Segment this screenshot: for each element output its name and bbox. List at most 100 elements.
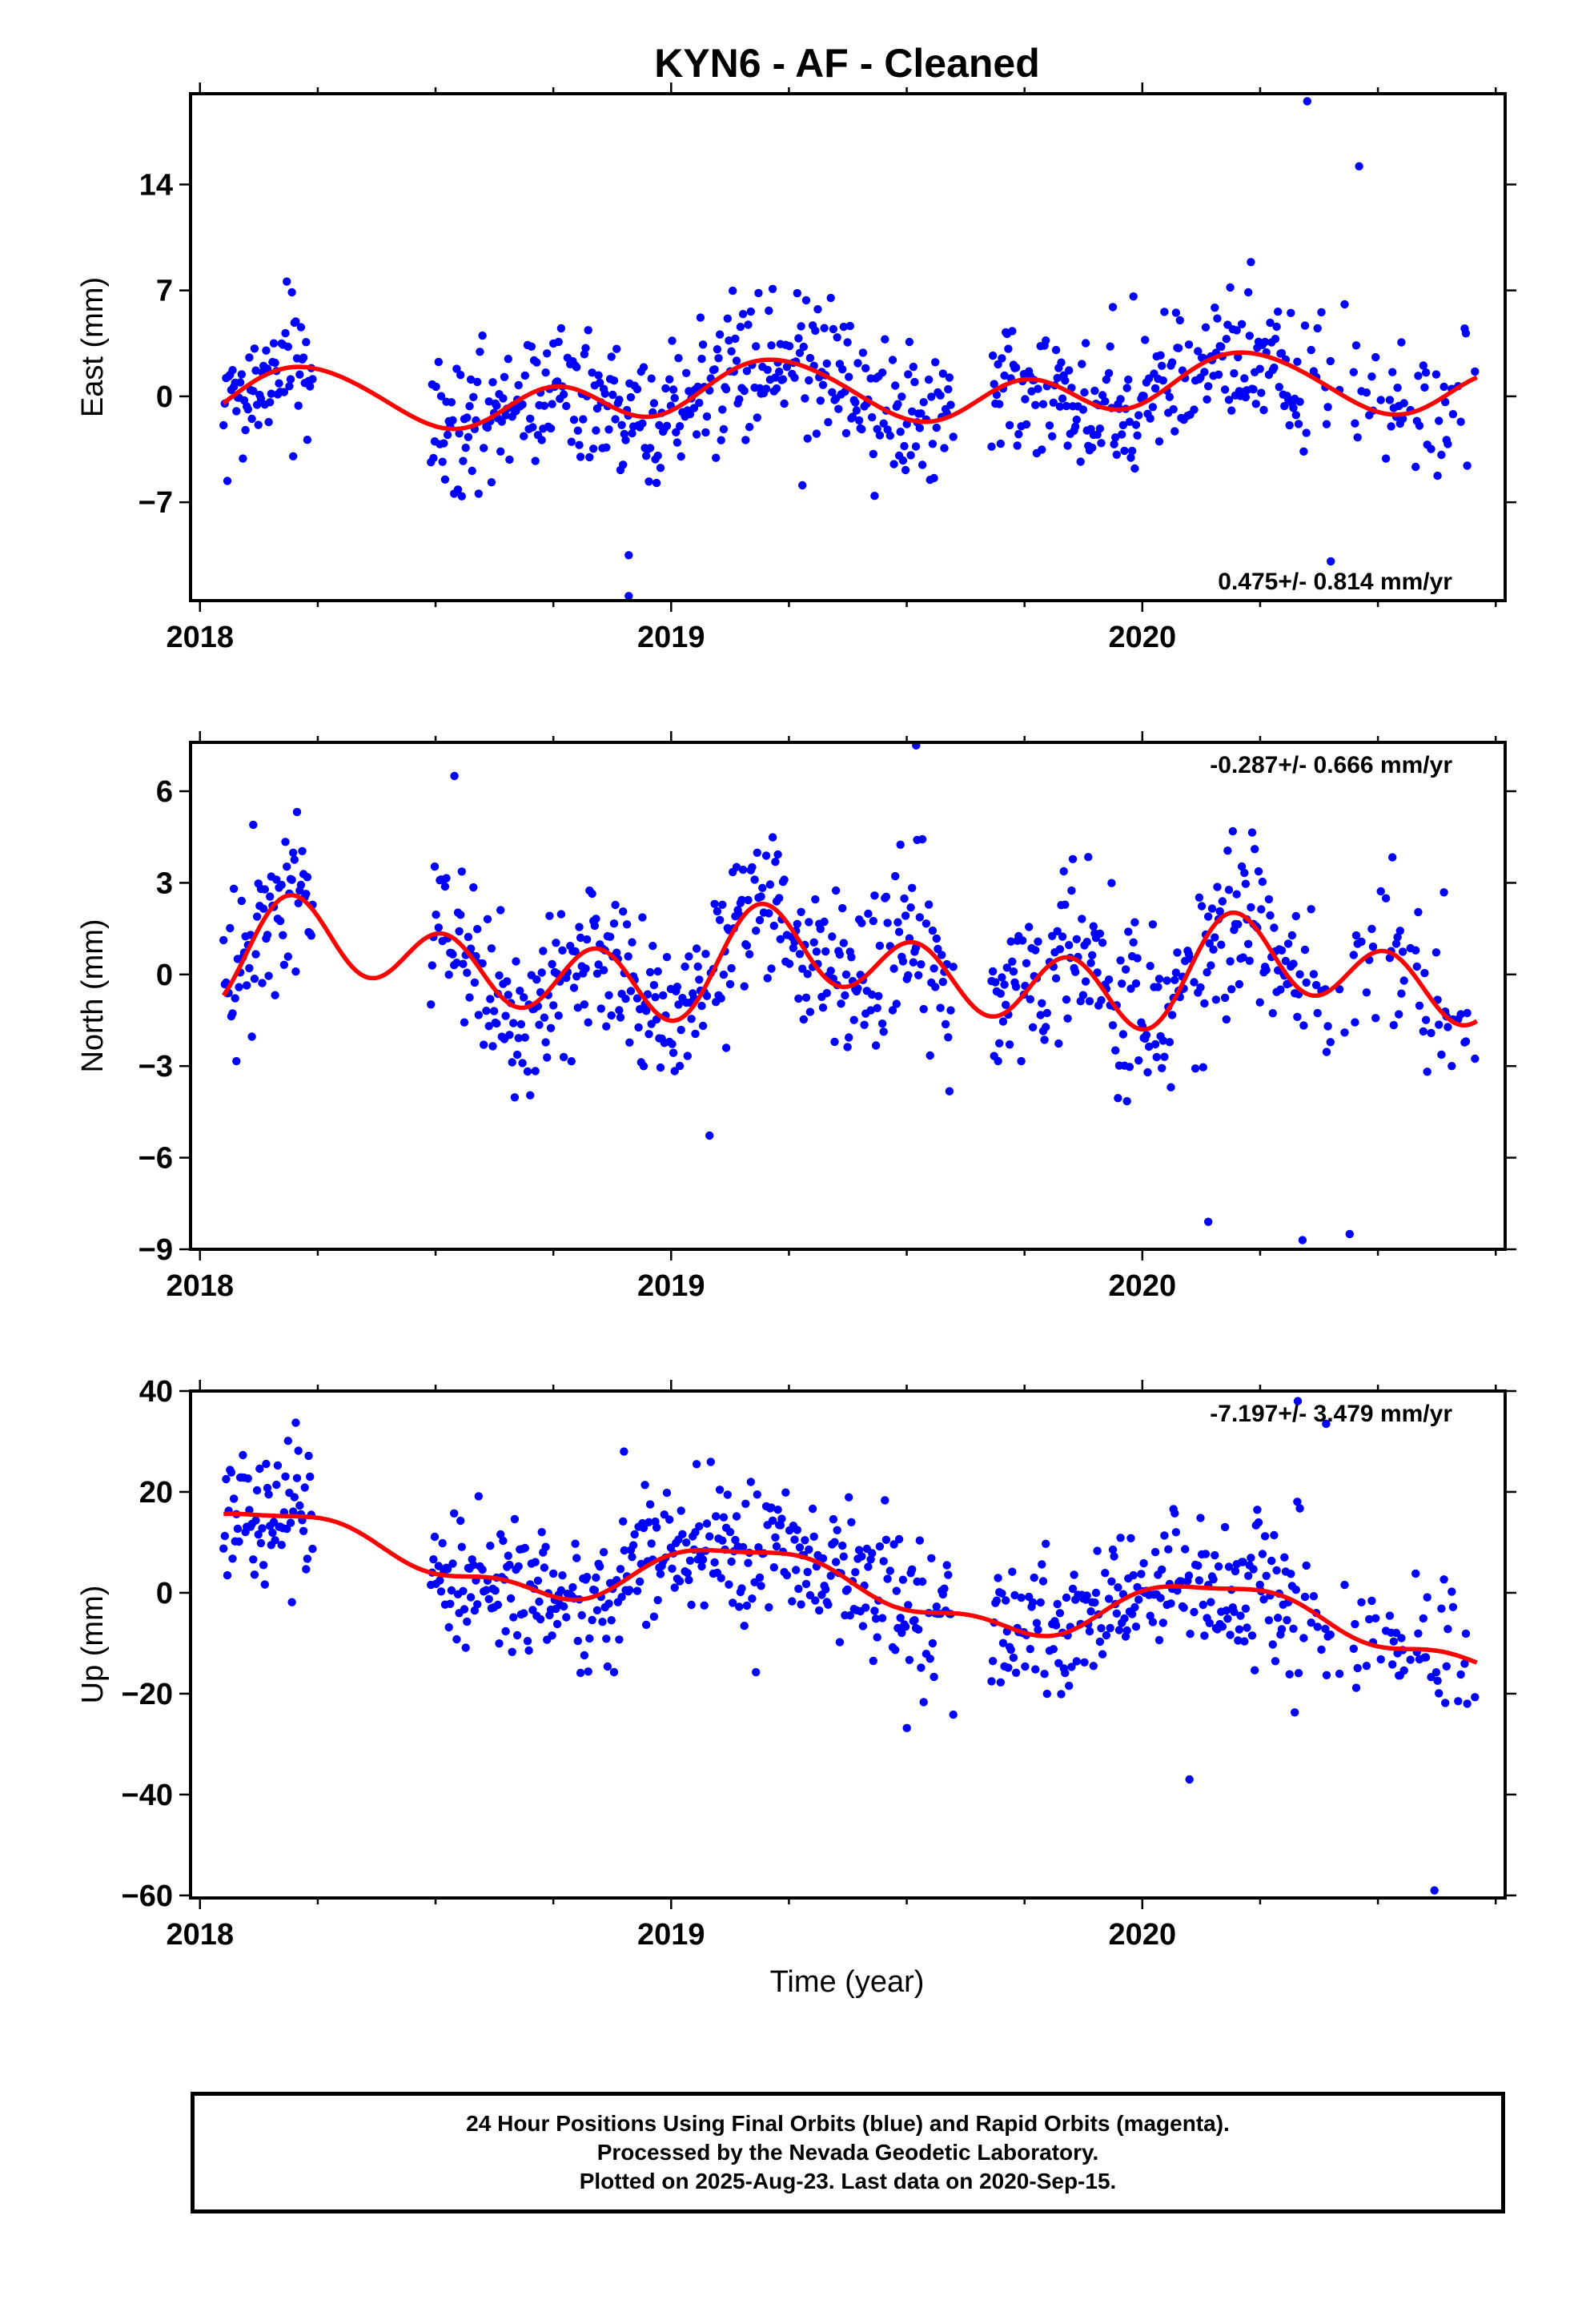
data-point [653, 967, 662, 976]
data-point [1299, 1021, 1308, 1030]
data-point [493, 1600, 503, 1610]
data-point [512, 1050, 522, 1059]
data-point [260, 885, 269, 894]
data-point [740, 982, 749, 991]
data-point [815, 1606, 824, 1615]
data-point [1317, 1645, 1326, 1655]
data-point [793, 919, 801, 929]
data-point [765, 306, 773, 316]
data-point [1421, 1653, 1431, 1662]
data-point [1051, 345, 1061, 355]
data-point [662, 421, 672, 430]
data-point [1303, 97, 1312, 106]
data-point [1247, 1631, 1257, 1640]
data-point [1280, 1553, 1289, 1562]
data-point [866, 1006, 875, 1015]
data-point [648, 942, 657, 951]
data-point [761, 851, 771, 860]
data-point [436, 1576, 444, 1585]
data-point [552, 1619, 562, 1629]
data-point [944, 1033, 953, 1042]
data-point [266, 398, 275, 407]
data-point [556, 910, 566, 919]
data-point [1274, 308, 1283, 316]
data-point [531, 1558, 540, 1566]
data-point [608, 390, 617, 400]
data-point [1340, 1580, 1349, 1590]
data-point [1321, 1624, 1330, 1634]
data-point [504, 991, 512, 999]
data-point [251, 950, 260, 959]
data-point [805, 1590, 815, 1600]
data-point [771, 858, 780, 866]
data-point [1351, 1018, 1359, 1027]
data-point [839, 322, 849, 332]
data-point [1220, 385, 1230, 394]
data-point [1365, 1614, 1374, 1624]
data-point [1211, 1550, 1219, 1560]
data-point [949, 432, 958, 441]
data-point [1270, 923, 1279, 932]
data-point [537, 436, 546, 444]
data-point [857, 1552, 866, 1561]
data-point [594, 960, 603, 969]
data-point [499, 1536, 508, 1546]
data-point [1021, 1662, 1030, 1671]
data-point [1004, 1663, 1013, 1672]
data-point [1000, 980, 1009, 989]
data-point [219, 420, 228, 430]
data-point [917, 460, 927, 469]
data-point [915, 913, 925, 922]
data-point [1376, 887, 1385, 896]
data-point [1040, 1035, 1049, 1044]
data-point [695, 975, 704, 984]
data-point [1201, 1550, 1211, 1558]
data-point [773, 1506, 782, 1514]
data-point [1038, 999, 1046, 1008]
data-point [927, 1554, 936, 1563]
data-point [615, 1006, 624, 1015]
data-point [908, 407, 917, 416]
data-point [1031, 1665, 1040, 1674]
data-point [949, 963, 958, 971]
data-point [465, 402, 474, 411]
data-point [904, 1601, 913, 1610]
data-point [283, 277, 291, 286]
data-point [506, 1594, 516, 1603]
data-point [1004, 344, 1013, 353]
data-point [283, 342, 292, 352]
data-point [930, 473, 938, 483]
data-point [809, 1532, 818, 1542]
data-point [1211, 933, 1219, 942]
data-point [596, 1562, 604, 1571]
panel-frame [189, 741, 1507, 1251]
data-point [1116, 1534, 1125, 1542]
data-point [492, 401, 501, 410]
data-point [845, 1033, 853, 1042]
data-point [691, 1029, 700, 1039]
data-point [1302, 1561, 1311, 1570]
rate-annotation: 0.475+/- 0.814 mm/yr [1218, 569, 1452, 595]
data-point [649, 399, 659, 408]
data-point [725, 1527, 735, 1537]
data-point [790, 373, 799, 382]
data-point [1194, 347, 1203, 356]
data-point [1302, 428, 1311, 437]
data-point [668, 336, 677, 345]
data-point [1463, 1008, 1472, 1018]
data-point [818, 1554, 828, 1563]
data-point [1150, 384, 1160, 393]
data-point [988, 351, 998, 360]
data-point [912, 742, 921, 750]
data-point [731, 334, 740, 344]
data-point [1251, 1666, 1259, 1675]
data-point [901, 911, 910, 920]
data-point [1437, 450, 1446, 460]
data-point [1406, 1655, 1415, 1664]
data-point [523, 1067, 532, 1076]
data-point [602, 1634, 611, 1643]
data-point [1239, 1558, 1247, 1566]
data-point [729, 1598, 737, 1607]
data-point [611, 415, 620, 424]
data-point [851, 1568, 860, 1577]
